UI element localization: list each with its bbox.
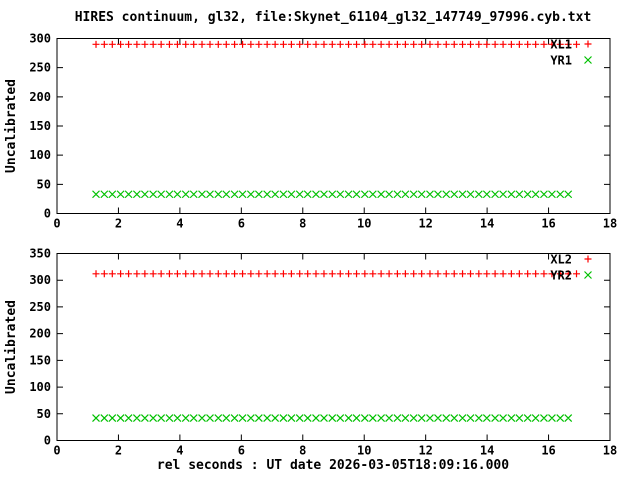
x-tick-label: 0 (53, 217, 60, 231)
y-axis-label-top: Uncalibrated (4, 79, 19, 173)
panel-border (56, 253, 611, 441)
axis-ticks (56, 253, 611, 441)
y-tick-label: 0 (44, 207, 51, 221)
axis-ticks (56, 38, 611, 214)
x-tick-label: 10 (357, 444, 371, 458)
y-tick-label: 50 (37, 407, 51, 421)
series-yr1-markers (92, 190, 573, 199)
legend-marker-yr1 (584, 56, 592, 64)
y-tick-label: 150 (29, 119, 51, 133)
x-tick-label: 2 (115, 444, 122, 458)
x-tick-label: 8 (299, 217, 306, 231)
x-tick-label: 4 (176, 217, 183, 231)
x-tick-label: 10 (357, 217, 371, 231)
panel-border (56, 38, 611, 214)
x-tick-label: 12 (418, 217, 432, 231)
legend-label-xl1: XL1 (550, 38, 572, 52)
x-tick-label: 18 (603, 444, 617, 458)
y-tick-label: 350 (29, 247, 51, 261)
legend-label-yr1: YR1 (550, 54, 572, 68)
x-tick-label: 8 (299, 444, 306, 458)
y-axis-label-bottom: Uncalibrated (4, 300, 19, 394)
series-xl1-markers (92, 40, 581, 48)
legend-label-xl2: XL2 (550, 253, 572, 267)
y-tick-label: 200 (29, 90, 51, 104)
x-axis-label: rel seconds : UT date 2026-03-05T18:09:1… (157, 458, 509, 473)
x-tick-label: 4 (176, 444, 183, 458)
x-tick-label: 18 (603, 217, 617, 231)
y-tick-label: 300 (29, 273, 51, 287)
x-tick-label: 16 (541, 217, 555, 231)
y-tick-label: 150 (29, 353, 51, 367)
x-tick-label: 6 (238, 444, 245, 458)
y-tick-label: 0 (44, 434, 51, 448)
y-tick-label: 300 (29, 32, 51, 46)
x-tick-label: 0 (53, 444, 60, 458)
y-tick-label: 50 (37, 177, 51, 191)
legend-marker-yr2 (584, 271, 592, 279)
legend-marker-xl1 (584, 40, 592, 48)
chart-title: HIRES continuum, gl32, file:Skynet_61104… (75, 10, 592, 25)
legend-marker-xl2 (584, 255, 592, 263)
x-tick-label: 2 (115, 217, 122, 231)
series-xl2-markers (92, 270, 581, 278)
x-tick-label: 14 (480, 444, 494, 458)
y-tick-label: 250 (29, 61, 51, 75)
x-tick-label: 12 (418, 444, 432, 458)
x-tick-label: 16 (541, 444, 555, 458)
y-tick-label: 200 (29, 327, 51, 341)
panel-top: 0 2 4 6 8 10 12 14 16 18 0 50 100 150 200 250 300 XL1 YR1 (29, 32, 617, 231)
series-yr2-markers (92, 414, 573, 422)
panel-bottom: 0 2 4 6 8 10 12 14 16 18 0 50 100 150 200 250 300 350 XL2 Y… (29, 247, 617, 458)
legend-label-yr2: YR2 (550, 269, 572, 283)
y-tick-label: 250 (29, 300, 51, 314)
x-tick-label: 6 (238, 217, 245, 231)
y-tick-label: 100 (29, 380, 51, 394)
y-tick-label: 100 (29, 148, 51, 162)
x-tick-label: 14 (480, 217, 494, 231)
